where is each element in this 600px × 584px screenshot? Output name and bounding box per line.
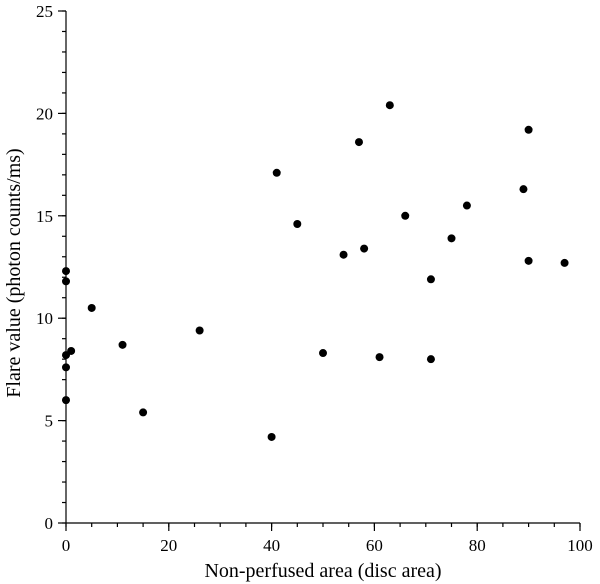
- y-tick-labels: 0 5 10 15 20 25: [36, 2, 53, 533]
- data-point: [375, 353, 384, 362]
- data-point: [354, 138, 363, 147]
- x-tick-label: 100: [567, 536, 593, 555]
- data-point: [401, 211, 410, 220]
- data-point: [524, 125, 533, 134]
- y-tick-label: 10: [36, 309, 53, 328]
- data-point: [462, 201, 471, 210]
- x-tick-label: 0: [62, 536, 71, 555]
- data-point: [267, 432, 276, 441]
- data-point: [87, 303, 96, 312]
- data-point: [195, 326, 204, 335]
- data-point: [519, 185, 528, 194]
- minor-ticks: [62, 10, 581, 527]
- x-tick-label: 80: [469, 536, 486, 555]
- data-point: [360, 244, 369, 253]
- x-tick-label: 20: [160, 536, 177, 555]
- x-tick-label: 40: [263, 536, 280, 555]
- data-point: [385, 101, 394, 110]
- y-tick-label: 20: [36, 104, 53, 123]
- y-tick-label: 0: [45, 514, 54, 533]
- data-point: [272, 168, 281, 177]
- x-tick-labels: 0 20 40 60 80 100: [62, 536, 593, 555]
- data-point: [293, 219, 302, 228]
- major-ticks: [58, 10, 581, 531]
- data-point: [426, 275, 435, 284]
- data-point: [426, 355, 435, 364]
- data-point: [339, 250, 348, 259]
- data-point: [118, 340, 127, 349]
- data-point: [62, 396, 70, 405]
- x-axis-title: Non-perfused area (disc area): [204, 560, 441, 582]
- y-axis-title: Flare value (photon counts/ms): [3, 148, 25, 397]
- data-point: [319, 349, 327, 358]
- data-point: [67, 346, 76, 355]
- data-point: [62, 277, 70, 286]
- data-point: [139, 408, 148, 417]
- data-point: [560, 258, 569, 267]
- x-tick-label: 60: [366, 536, 383, 555]
- data-points: [62, 101, 569, 441]
- y-tick-label: 15: [36, 207, 53, 226]
- data-point: [62, 267, 70, 276]
- data-point: [524, 256, 533, 265]
- y-tick-label: 25: [36, 2, 53, 21]
- data-point: [447, 234, 456, 243]
- data-point: [62, 363, 70, 372]
- y-tick-label: 5: [45, 412, 54, 431]
